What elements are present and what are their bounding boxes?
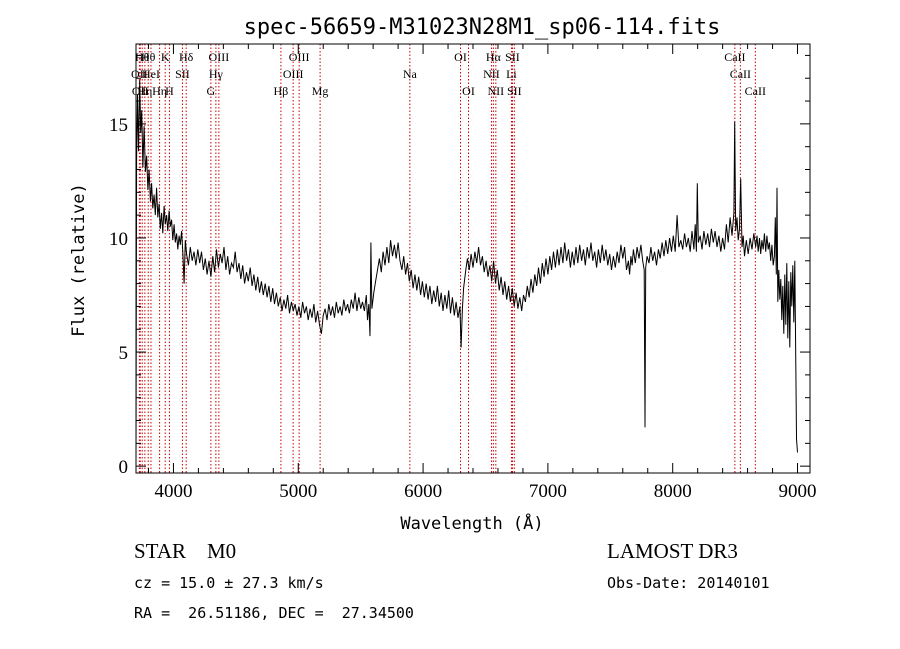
coordinates: RA = 26.51186, DEC = 27.34500	[134, 604, 414, 622]
spectral-line-label: OIII	[289, 50, 310, 64]
y-tick-label: 10	[109, 229, 128, 250]
axis-ticks	[136, 44, 810, 473]
spectral-line-label: Hγ	[209, 67, 224, 81]
y-tick-label: 0	[119, 457, 129, 478]
x-tick-label: 8000	[654, 481, 692, 502]
observation-date: Obs-Date: 20140101	[607, 574, 770, 592]
spectral-line-label: OII	[131, 67, 148, 81]
spectral-line-label: Hα	[486, 50, 502, 64]
y-tick-label: 15	[109, 115, 128, 136]
spectral-line-label: CaII	[730, 67, 751, 81]
spectral-line-label: SII	[505, 50, 520, 64]
x-axis-label: Wavelength (Å)	[400, 512, 543, 534]
spectral-line-label: CaII	[724, 50, 745, 64]
spectral-line-label: G	[207, 84, 216, 98]
spectral-line-label: OIII	[209, 50, 230, 64]
x-tick-labels: 4000 5000 6000 7000 8000 9000	[154, 481, 816, 502]
chart-title: spec-56659-M31023N28M1_sp06-114.fits	[244, 15, 721, 40]
spectral-line-label: SII	[175, 67, 190, 81]
spectral-line-label: Hβ	[274, 84, 289, 98]
spectral-line-label: OI	[462, 84, 475, 98]
y-tick-label: 5	[119, 343, 129, 364]
plot-frame	[135, 43, 811, 474]
x-tick-label: 5000	[279, 481, 317, 502]
spectral-line-label: H	[165, 84, 174, 98]
spectral-line-label: Na	[403, 67, 418, 81]
spectral-line-label: Hη	[152, 84, 167, 98]
survey-name: LAMOST DR3	[607, 539, 738, 563]
y-axis-label: Flux (relative)	[69, 183, 89, 337]
spectral-line-label: OI	[454, 50, 467, 64]
spectral-line-label: CaII	[745, 84, 766, 98]
x-tick-label: 7000	[529, 481, 567, 502]
redshift-velocity: cz = 15.0 ± 27.3 km/s	[134, 574, 324, 592]
spectral-line-label: Hδ	[179, 50, 194, 64]
flux-series-line	[135, 80, 798, 460]
spectral-line-label: OIII	[283, 67, 304, 81]
spectral-line-label: HeI	[142, 67, 160, 81]
spectral-line-label: Hθ	[141, 50, 156, 64]
spectral-line-label: Hθ	[135, 50, 150, 64]
spectral-line-label: SII	[507, 84, 522, 98]
object-class: STAR M0	[134, 539, 237, 563]
x-tick-label: 4000	[154, 481, 192, 502]
spectral-line-label: Li	[506, 67, 517, 81]
x-tick-label: 6000	[404, 481, 442, 502]
spectral-line-label: Hη	[137, 84, 152, 98]
spectral-line-label: Mg	[312, 84, 329, 98]
x-tick-label: 9000	[779, 481, 817, 502]
spectral-line-markers	[138, 44, 756, 473]
spectral-line-labels: OIIOIIHθHηHθHeIHηKHSIIHδGHγOIIIHβOIIIOII…	[131, 50, 766, 98]
spectral-line-label: NII	[483, 67, 500, 81]
spectral-line-label: K	[161, 50, 170, 64]
spectral-line-label: NII	[488, 84, 505, 98]
y-tick-labels: 0 5 10 15	[109, 115, 128, 478]
